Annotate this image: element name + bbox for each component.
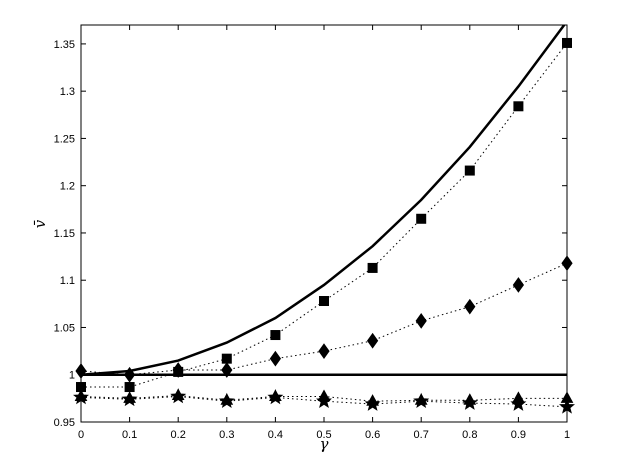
diamond-marker (221, 362, 233, 378)
x-tick-label: 0.3 (219, 429, 234, 441)
series-layer (73, 25, 575, 414)
square-marker (221, 353, 232, 364)
y-tick-label: 1.25 (54, 133, 75, 145)
series-dotted-line (81, 262, 567, 376)
ticks-layer: 0 0.1 0.2 0.3 0.4 0.5 0.6 0.7 0.8 0.9 1 0.95 1 1.05 1.… (54, 25, 570, 441)
x-tick-label: 0.5 (316, 429, 331, 441)
star-marker (510, 395, 527, 411)
star-marker (170, 388, 187, 404)
diamond-marker (318, 343, 330, 359)
x-tick-label: 0.8 (462, 429, 477, 441)
diamond-marker (123, 366, 136, 383)
star-marker (461, 394, 478, 410)
series-diamond (75, 255, 573, 383)
diamond-marker (464, 298, 476, 315)
series-dotted-line (81, 42, 567, 388)
x-axis-label: γ (320, 435, 329, 453)
square-marker (416, 213, 427, 224)
y-tick-label: 1.1 (60, 275, 75, 287)
star-marker (218, 392, 235, 408)
diamond-marker (415, 312, 427, 329)
diamond-marker (366, 332, 379, 349)
square-marker (464, 165, 475, 176)
series-line (81, 25, 566, 376)
star-marker (316, 392, 332, 408)
series-solid-line (81, 25, 566, 376)
x-tick-label: 0.6 (365, 429, 380, 441)
y-tick-label: 1.35 (54, 39, 75, 51)
x-tick-label: 0 (78, 429, 84, 441)
y-axis-label: v̄ (31, 219, 49, 228)
star-marker (364, 395, 381, 411)
y-tick-label: 1.2 (60, 181, 75, 193)
x-tick-label: 0.7 (414, 429, 429, 441)
x-tick-label: 0.2 (171, 429, 186, 441)
y-tick-label: 1 (69, 370, 75, 382)
star-marker (413, 392, 430, 408)
star-marker (121, 390, 138, 407)
y-tick-label: 1.15 (54, 228, 75, 240)
y-tick-label: 1.3 (60, 86, 75, 98)
x-tick-label: 0.1 (122, 429, 137, 441)
square-marker (270, 330, 281, 341)
diamond-marker (512, 277, 525, 293)
x-tick-label: 0.4 (268, 429, 283, 441)
x-tick-label: 1 (564, 429, 570, 441)
square-marker (513, 101, 524, 112)
diamond-marker (269, 350, 282, 367)
y-tick-label: 1.05 (54, 322, 75, 334)
square-marker (367, 262, 378, 273)
x-tick-label: 0.9 (511, 429, 526, 441)
square-marker (319, 296, 329, 307)
square-marker (124, 382, 135, 393)
y-tick-label: 0.95 (54, 417, 75, 429)
star-marker (267, 389, 284, 405)
diamond-marker (172, 362, 184, 378)
